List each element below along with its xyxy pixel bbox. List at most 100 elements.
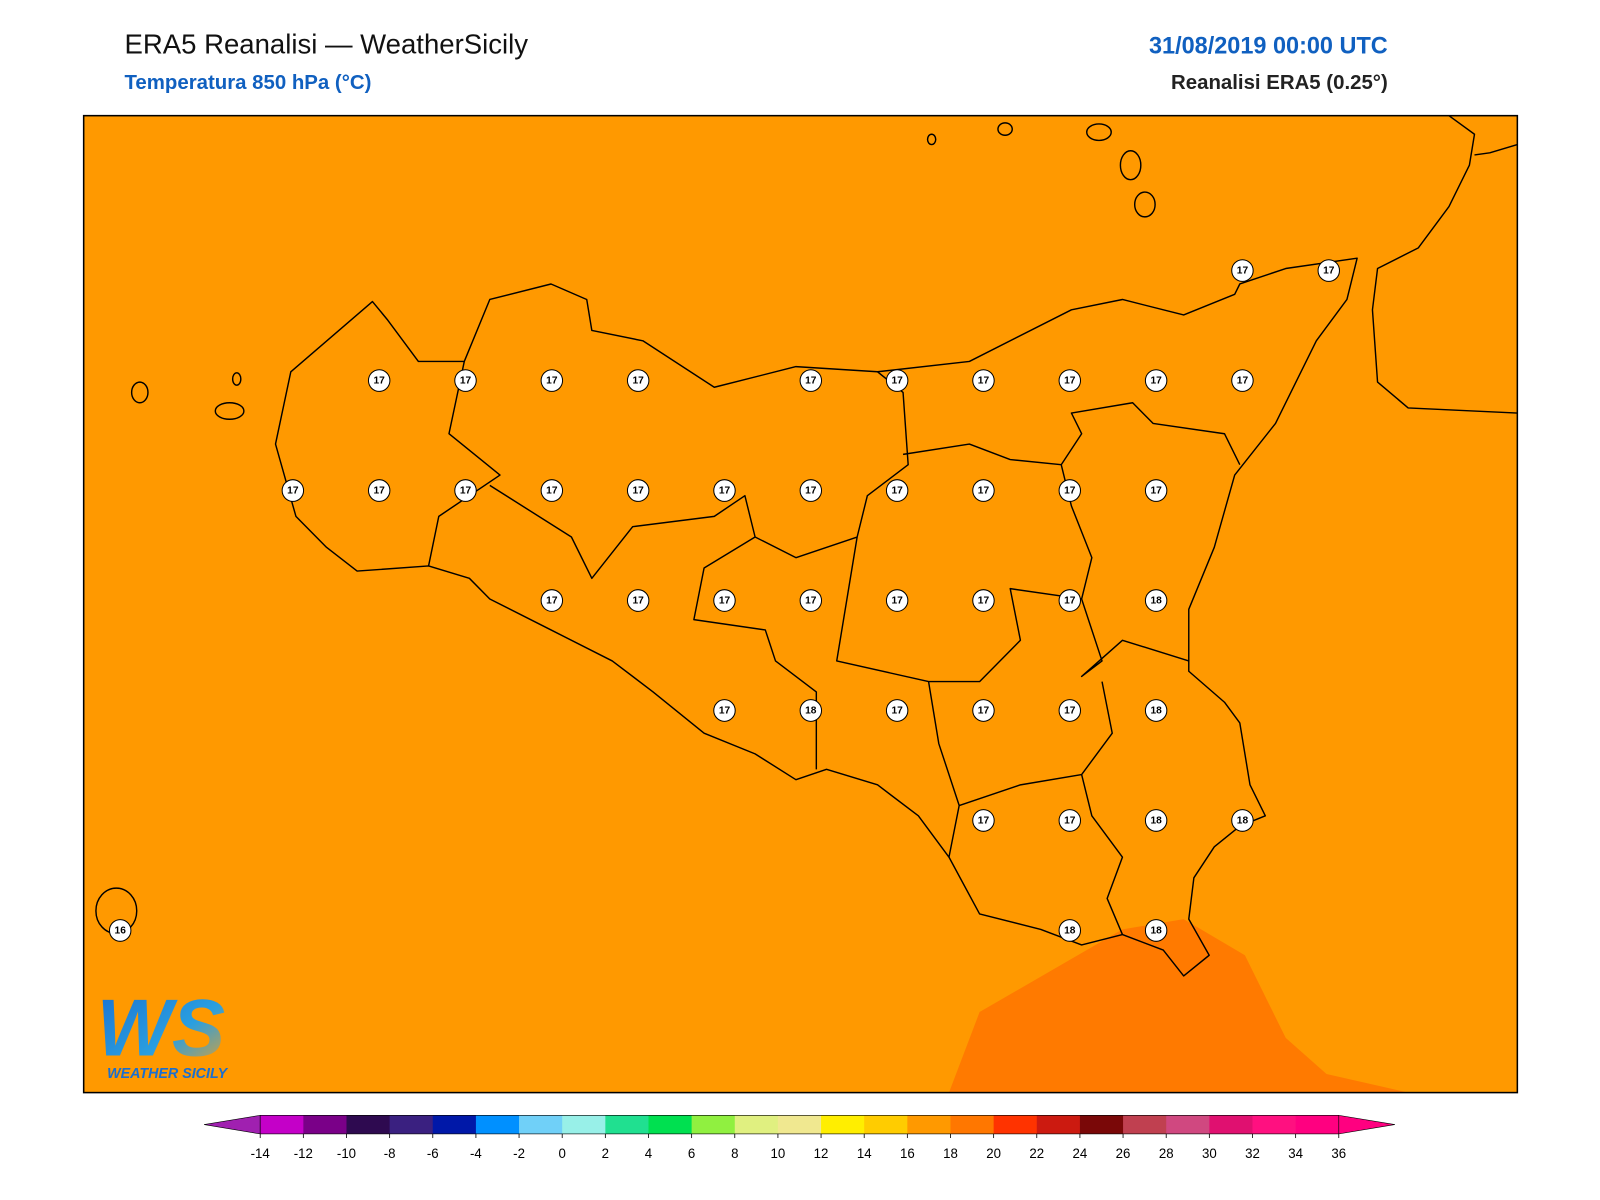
station-value: 17 [978, 376, 990, 387]
colorbar-tick-label: 6 [688, 1146, 695, 1161]
station-value: 17 [891, 376, 903, 387]
subtitle: Temperatura 850 hPa (°C) [124, 71, 371, 94]
station-marker [713, 479, 736, 502]
station-value: 17 [978, 705, 990, 716]
station-marker [1058, 369, 1082, 392]
colorbar-extend-high [1338, 1114, 1395, 1135]
colorbar-segment [1166, 1115, 1210, 1134]
valid-time: 31/08/2019 00:00 UTC [1149, 34, 1388, 60]
station-marker [454, 479, 477, 502]
station-marker [972, 809, 995, 832]
station-value: 17 [1237, 266, 1249, 277]
colorbar-segment [1123, 1115, 1167, 1134]
station-value: 17 [719, 486, 731, 497]
station-marker [540, 479, 564, 502]
station-value: 17 [891, 595, 903, 606]
station-value: 17 [1064, 705, 1076, 716]
station-value: 17 [978, 486, 990, 497]
colorbar-tick-label: 32 [1245, 1146, 1260, 1161]
station-marker [885, 699, 909, 722]
colorbar-segment [1209, 1115, 1254, 1134]
colorbar-segment [734, 1115, 779, 1134]
colorbar-tick-label: 4 [645, 1146, 653, 1161]
station-marker [799, 699, 823, 722]
colorbar-segment [260, 1115, 304, 1134]
colorbar-segment [821, 1115, 865, 1134]
colorbar-tick-label: 24 [1073, 1146, 1088, 1161]
colorbar-tick-label: -4 [470, 1146, 482, 1161]
station-marker [799, 479, 823, 502]
colorbar-segment [777, 1115, 822, 1134]
station-value: 17 [632, 486, 644, 497]
station-marker [885, 589, 909, 612]
station-marker [972, 479, 995, 502]
colorbar-tick-label: 16 [900, 1146, 915, 1161]
station-value: 17 [891, 705, 903, 716]
logo-text: WEATHER SICILY [107, 1066, 228, 1082]
station-marker [1144, 369, 1168, 392]
station-value: 18 [1150, 705, 1162, 716]
station-value: 17 [1064, 376, 1076, 387]
station-value: 17 [805, 595, 817, 606]
colorbar-extend-low [204, 1114, 261, 1135]
station-value: 17 [1237, 376, 1249, 387]
colorbar-tick-label: 34 [1288, 1146, 1303, 1161]
station-marker [281, 479, 305, 502]
station-value: 17 [978, 595, 990, 606]
station-value: 18 [1064, 925, 1076, 936]
station-marker [972, 699, 995, 722]
map: 17 17 17 17 17 17 17 17 17 17 17 17 17 17 17 17 17 17 17 17… [82, 114, 1519, 1094]
colorbar-segment [562, 1115, 606, 1134]
colorbar-segment [605, 1115, 649, 1134]
colorbar-segment [1079, 1115, 1124, 1134]
station-marker [540, 589, 564, 612]
station-value: 17 [546, 595, 558, 606]
station-marker [1231, 369, 1254, 392]
colorbar-tick-label: 26 [1116, 1146, 1131, 1161]
station-value: 17 [632, 376, 644, 387]
colorbar-segment [303, 1115, 347, 1134]
station-value: 17 [719, 595, 731, 606]
station-value: 18 [1150, 815, 1162, 826]
station-marker [1144, 699, 1168, 722]
station-value: 17 [805, 376, 817, 387]
station-marker [1058, 479, 1082, 502]
colorbar-segment [993, 1115, 1038, 1134]
colorbar-segment [1252, 1115, 1297, 1134]
station-marker [713, 699, 736, 722]
station-value: 17 [719, 705, 731, 716]
colorbar-tick-label: -14 [251, 1146, 271, 1161]
colorbar-segment [907, 1115, 951, 1134]
colorbar-segment [648, 1115, 693, 1134]
calabria-coast [1371, 115, 1518, 414]
station-value: 18 [1237, 815, 1249, 826]
station-value: 17 [1150, 486, 1162, 497]
colorbar-tick-label: -2 [513, 1146, 525, 1161]
map-frame [82, 114, 1519, 1094]
station-marker [1058, 809, 1082, 832]
station-marker [454, 369, 477, 392]
colorbar-segment [1295, 1115, 1340, 1134]
colorbar-tick-label: 30 [1202, 1146, 1217, 1161]
station-value: 17 [978, 815, 990, 826]
title: ERA5 Reanalisi — WeatherSicily [124, 29, 528, 60]
colorbar-segment [475, 1115, 520, 1134]
logo: WS WEATHER SICILY [97, 983, 229, 1082]
station-value: 17 [374, 486, 386, 497]
station-value: 17 [1323, 266, 1335, 277]
station-marker [1144, 919, 1168, 942]
colorbar-segment [1036, 1115, 1081, 1134]
station-marker [885, 369, 909, 392]
station-marker [799, 369, 823, 392]
colorbar-tick-label: 28 [1159, 1146, 1174, 1161]
station-value: 17 [1064, 486, 1076, 497]
station-marker [972, 369, 995, 392]
station-value: 18 [805, 705, 817, 716]
station-marker [885, 479, 909, 502]
station-marker [1058, 699, 1082, 722]
station-marker [367, 369, 391, 392]
colorbar-tick-label: 2 [602, 1146, 609, 1161]
colorbar-tick-label: 8 [731, 1146, 738, 1161]
station-value: 18 [1150, 595, 1162, 606]
source: Reanalisi ERA5 (0.25°) [1171, 71, 1388, 94]
